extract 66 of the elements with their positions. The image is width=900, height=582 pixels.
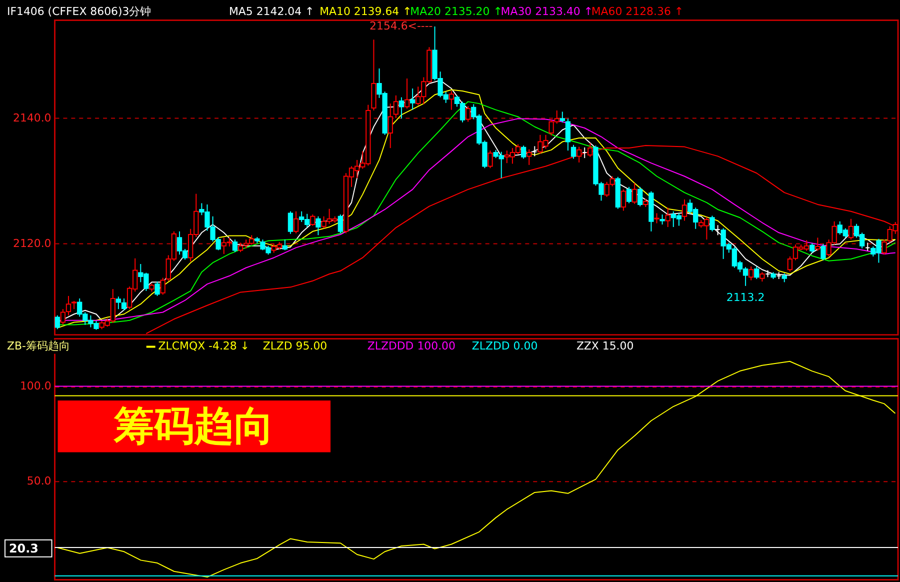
candlestick [293, 210, 299, 234]
candlestick [465, 106, 471, 122]
text: MA10 2139.64 ↑ [320, 5, 412, 18]
legend-label: ZLCMQX -4.28 ↓ [158, 340, 250, 353]
candlestick [820, 243, 826, 261]
candlestick [815, 237, 820, 252]
candlestick [620, 188, 626, 212]
candlestick [570, 144, 576, 160]
candlestick [310, 214, 316, 226]
text: MA30 2133.40 ↑ [500, 5, 593, 18]
candlestick [66, 295, 72, 316]
candlestick [560, 111, 565, 123]
candlestick [660, 214, 665, 226]
candlestick [121, 298, 127, 311]
ref-line-label: ZLZDD 0.00 [472, 340, 538, 353]
candlestick [316, 216, 321, 236]
candlestick [754, 266, 760, 280]
ref-line-label: ZLZDDD 100.00 [367, 340, 456, 353]
candlestick [393, 94, 398, 118]
y-tick-label: 2140.0 [12, 111, 52, 124]
text: MA5 2142.04 ↑ [228, 5, 314, 18]
candlestick [448, 90, 454, 110]
candlestick [760, 272, 765, 282]
candlestick [748, 266, 754, 281]
y-tick-label: 100.0 [20, 380, 52, 393]
candlestick [404, 78, 410, 110]
candlestick [654, 212, 660, 224]
ref-line-label: ZLZD 95.00 [262, 340, 328, 353]
line-series [57, 360, 896, 578]
chart-title: IF1406 (CFFEX 8606)3分钟 [6, 5, 152, 18]
y-tick-label: 50.0 [26, 474, 52, 488]
annotation: 2113.2 [726, 290, 765, 304]
candlestick [665, 207, 670, 228]
text: MA20 2135.20 ↑ [410, 5, 502, 18]
candlestick [565, 118, 571, 152]
chart-title: ZB-筹码趋向 [6, 340, 70, 353]
candlestick [626, 186, 632, 204]
ref-line-label: ZZX 15.00 [576, 340, 634, 353]
candlestick [288, 210, 294, 234]
candlestick [810, 242, 815, 254]
annotation: 2154.6<---- [370, 19, 433, 32]
candlestick [338, 214, 343, 234]
candlestick [638, 186, 643, 207]
text: MA60 2128.36 ↑ [591, 5, 684, 18]
candlestick [410, 88, 416, 110]
candlestick [388, 103, 393, 149]
candlestick [54, 314, 60, 330]
candlestick [848, 218, 854, 240]
candlestick [238, 242, 244, 253]
candlestick [116, 296, 122, 310]
candlestick [526, 148, 532, 166]
candlestick [882, 239, 887, 256]
candlestick [282, 239, 288, 251]
candlestick [710, 215, 715, 232]
candlestick [488, 150, 493, 169]
candlestick [682, 198, 688, 222]
y-tick-label: 2120.0 [12, 236, 52, 250]
text: 20.3 [8, 541, 38, 556]
candlestick [632, 182, 638, 204]
candlestick [154, 281, 160, 296]
candlestick [232, 239, 238, 253]
candlestick [398, 96, 404, 120]
candlestick [60, 308, 66, 326]
candlestick [520, 145, 526, 160]
annotation: 筹码趋向 [113, 403, 274, 450]
candlestick [160, 277, 166, 296]
